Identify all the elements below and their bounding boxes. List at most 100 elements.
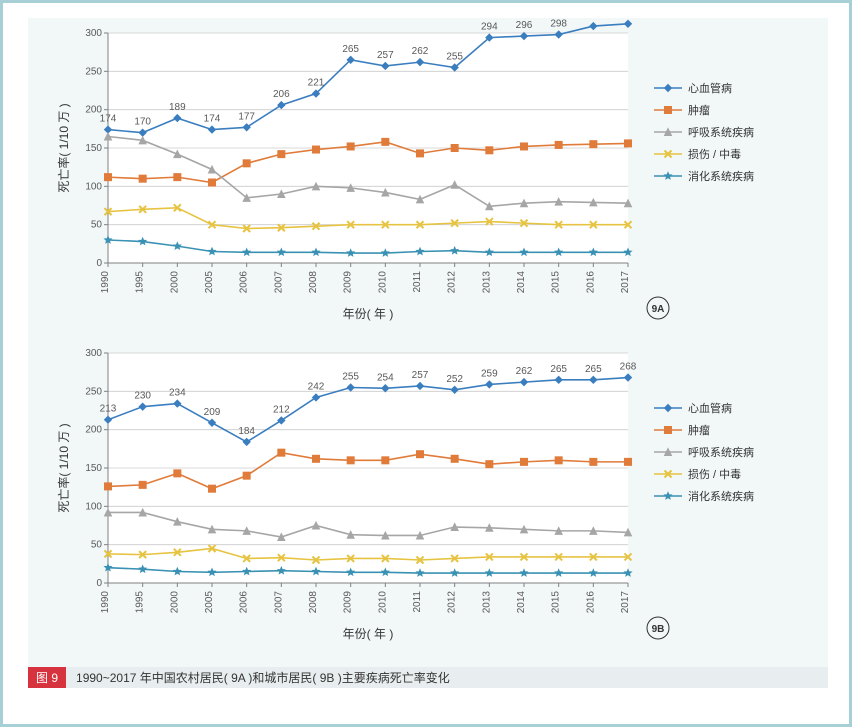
svg-text:100: 100 (85, 501, 102, 512)
chart-9a: 0501001502002503001990199520002005200620… (28, 18, 828, 338)
svg-text:174: 174 (204, 114, 221, 125)
svg-text:呼吸系统疾病: 呼吸系统疾病 (688, 125, 754, 139)
svg-text:170: 170 (134, 117, 151, 128)
svg-text:265: 265 (550, 364, 567, 375)
svg-text:206: 206 (273, 89, 290, 100)
svg-text:9A: 9A (652, 304, 665, 315)
svg-text:消化系统疾病: 消化系统疾病 (688, 489, 754, 503)
svg-text:255: 255 (446, 52, 463, 63)
svg-text:肿瘤: 肿瘤 (688, 103, 710, 117)
svg-text:50: 50 (91, 220, 103, 231)
svg-text:213: 213 (100, 404, 117, 415)
svg-text:死亡率( 1/10 万 ): 死亡率( 1/10 万 ) (56, 103, 71, 192)
svg-text:296: 296 (516, 20, 533, 31)
svg-text:257: 257 (377, 50, 394, 61)
svg-text:消化系统疾病: 消化系统疾病 (688, 169, 754, 183)
svg-text:9B: 9B (652, 624, 665, 635)
svg-text:300: 300 (85, 348, 102, 359)
svg-text:1995: 1995 (135, 271, 146, 294)
svg-text:298: 298 (550, 19, 567, 30)
svg-text:2013: 2013 (481, 271, 492, 294)
svg-text:2013: 2013 (481, 591, 492, 614)
svg-text:2006: 2006 (239, 271, 250, 294)
svg-text:心血管病: 心血管病 (688, 81, 732, 95)
svg-text:200: 200 (85, 425, 102, 436)
svg-text:262: 262 (412, 46, 429, 57)
svg-text:2017: 2017 (620, 271, 631, 294)
svg-text:2016: 2016 (585, 271, 596, 294)
svg-text:2017: 2017 (620, 591, 631, 614)
svg-text:100: 100 (85, 181, 102, 192)
svg-text:2009: 2009 (343, 271, 354, 294)
svg-text:0: 0 (96, 578, 102, 589)
svg-text:209: 209 (204, 407, 221, 418)
svg-text:230: 230 (134, 391, 151, 402)
svg-text:221: 221 (308, 78, 325, 89)
svg-text:50: 50 (91, 540, 103, 551)
svg-text:损伤 / 中毒: 损伤 / 中毒 (688, 147, 741, 161)
svg-text:损伤 / 中毒: 损伤 / 中毒 (688, 467, 741, 481)
svg-text:234: 234 (169, 388, 186, 399)
svg-text:2010: 2010 (377, 271, 388, 294)
svg-text:2014: 2014 (516, 591, 527, 614)
svg-text:2007: 2007 (273, 591, 284, 614)
svg-text:年份( 年 ): 年份( 年 ) (343, 307, 394, 321)
svg-text:150: 150 (85, 143, 102, 154)
svg-text:259: 259 (481, 368, 498, 379)
svg-text:年份( 年 ): 年份( 年 ) (343, 627, 394, 641)
svg-text:2011: 2011 (412, 591, 423, 613)
svg-text:呼吸系统疾病: 呼吸系统疾病 (688, 445, 754, 459)
svg-text:0: 0 (96, 258, 102, 269)
svg-text:177: 177 (238, 111, 255, 122)
chart-9b: 0 50 100 150 200 250 300 1990 1995 2000 2005 2006 20… (28, 338, 828, 658)
caption: 图 9 1990~2017 年中国农村居民( 9A )和城市居民( 9B )主要… (28, 667, 828, 688)
svg-text:257: 257 (412, 370, 429, 381)
svg-text:肿瘤: 肿瘤 (688, 423, 710, 437)
svg-text:250: 250 (85, 386, 102, 397)
svg-text:2007: 2007 (273, 271, 284, 294)
svg-text:2015: 2015 (551, 591, 562, 614)
svg-text:2011: 2011 (412, 271, 423, 293)
svg-text:254: 254 (377, 372, 394, 383)
svg-text:312: 312 (620, 18, 637, 19)
svg-text:255: 255 (342, 372, 359, 383)
svg-text:300: 300 (85, 28, 102, 39)
svg-text:189: 189 (169, 102, 186, 113)
svg-text:2012: 2012 (447, 591, 458, 614)
caption-text: 1990~2017 年中国农村居民( 9A )和城市居民( 9B )主要疾病死亡… (66, 667, 828, 688)
svg-text:2005: 2005 (204, 271, 215, 294)
svg-text:心血管病: 心血管病 (688, 401, 732, 415)
svg-text:2008: 2008 (308, 271, 319, 294)
svg-text:2012: 2012 (447, 271, 458, 294)
svg-text:2000: 2000 (169, 271, 180, 294)
svg-text:1990: 1990 (100, 591, 111, 614)
svg-text:2015: 2015 (551, 271, 562, 294)
svg-text:2006: 2006 (239, 591, 250, 614)
svg-text:死亡率( 1/10 万 ): 死亡率( 1/10 万 ) (56, 423, 71, 512)
chart-area: 0 50 100 150 200 250 300 1990 1995 2000 2005 2006 20… (28, 18, 828, 688)
svg-text:268: 268 (620, 362, 637, 373)
svg-text:1990: 1990 (100, 271, 111, 294)
svg-text:2016: 2016 (585, 591, 596, 614)
svg-text:250: 250 (85, 66, 102, 77)
svg-text:294: 294 (481, 22, 498, 33)
svg-text:2005: 2005 (204, 591, 215, 614)
svg-text:262: 262 (516, 366, 533, 377)
svg-text:174: 174 (100, 114, 117, 125)
svg-text:2008: 2008 (308, 591, 319, 614)
svg-text:212: 212 (273, 404, 290, 415)
svg-text:2009: 2009 (343, 591, 354, 614)
svg-text:2014: 2014 (516, 271, 527, 294)
figure-frame: 0 50 100 150 200 250 300 1990 1995 2000 2005 2006 20… (0, 0, 852, 727)
caption-tag: 图 9 (28, 667, 66, 688)
svg-text:309: 309 (585, 18, 602, 21)
svg-text:150: 150 (85, 463, 102, 474)
svg-text:184: 184 (238, 426, 255, 437)
svg-text:252: 252 (446, 374, 463, 385)
svg-text:2000: 2000 (169, 591, 180, 614)
svg-text:2010: 2010 (377, 591, 388, 614)
svg-text:1995: 1995 (135, 591, 146, 614)
svg-text:242: 242 (308, 381, 325, 392)
svg-text:265: 265 (585, 364, 602, 375)
svg-text:265: 265 (342, 44, 359, 55)
